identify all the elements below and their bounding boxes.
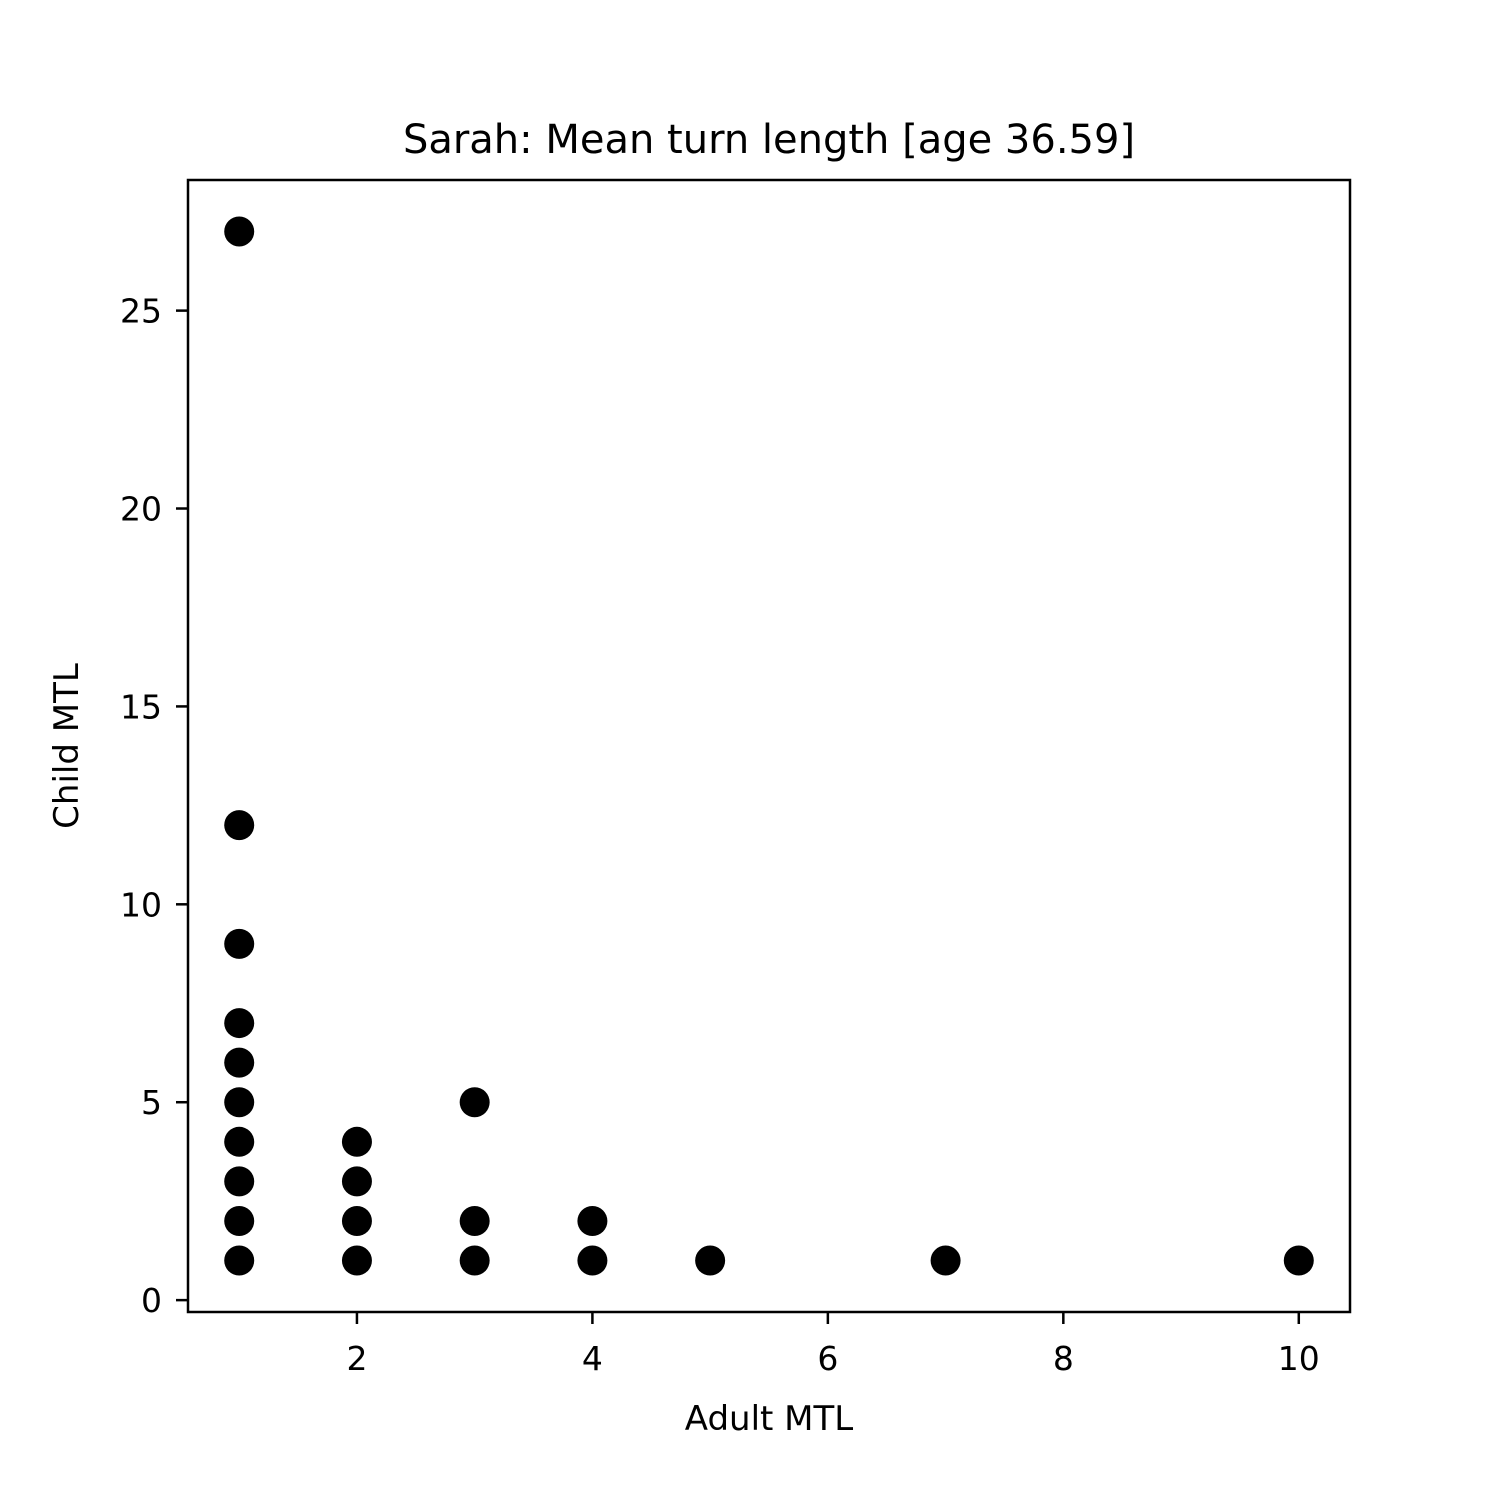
scatter-point [1283, 1245, 1314, 1276]
x-tick-label: 8 [1053, 1339, 1074, 1378]
scatter-point [224, 1087, 255, 1118]
scatter-point [224, 1047, 255, 1078]
scatter-point [224, 216, 255, 247]
scatter-point [224, 1166, 255, 1197]
scatter-point [341, 1205, 372, 1236]
scatter-point [224, 928, 255, 959]
x-tick-label: 2 [346, 1339, 367, 1378]
scatter-point [224, 810, 255, 841]
y-tick-label: 15 [120, 687, 162, 726]
scatter-point [341, 1245, 372, 1276]
scatter-point [224, 1126, 255, 1157]
scatter-point [341, 1166, 372, 1197]
scatter-point [224, 1205, 255, 1236]
y-tick-label: 0 [141, 1281, 162, 1320]
x-tick-label: 6 [817, 1339, 838, 1378]
scatter-point [224, 1245, 255, 1276]
x-tick-label: 10 [1278, 1339, 1320, 1378]
scatter-point [930, 1245, 961, 1276]
axis-ticks: 2 4 6 8 10 0 5 10 15 20 25 [120, 292, 1320, 1378]
y-tick-label: 20 [120, 490, 162, 529]
y-tick-label: 5 [141, 1083, 162, 1122]
y-tick-label: 25 [120, 292, 162, 331]
scatter-point [695, 1245, 726, 1276]
x-tick-label: 4 [582, 1339, 603, 1378]
scatter-point [459, 1245, 490, 1276]
plot-frame [186, 178, 1352, 1314]
x-axis-label: Adult MTL [685, 1399, 853, 1439]
data-points [224, 216, 1314, 1276]
scatter-point [459, 1087, 490, 1118]
scatter-point [577, 1205, 608, 1236]
y-axis-label: Child MTL [47, 663, 87, 829]
y-tick-label: 10 [120, 885, 162, 924]
scatter-point [341, 1126, 372, 1157]
scatter-point [459, 1205, 490, 1236]
scatter-point [224, 1008, 255, 1039]
chart-title: Sarah: Mean turn length [age 36.59] [403, 117, 1135, 163]
scatter-point [577, 1245, 608, 1276]
